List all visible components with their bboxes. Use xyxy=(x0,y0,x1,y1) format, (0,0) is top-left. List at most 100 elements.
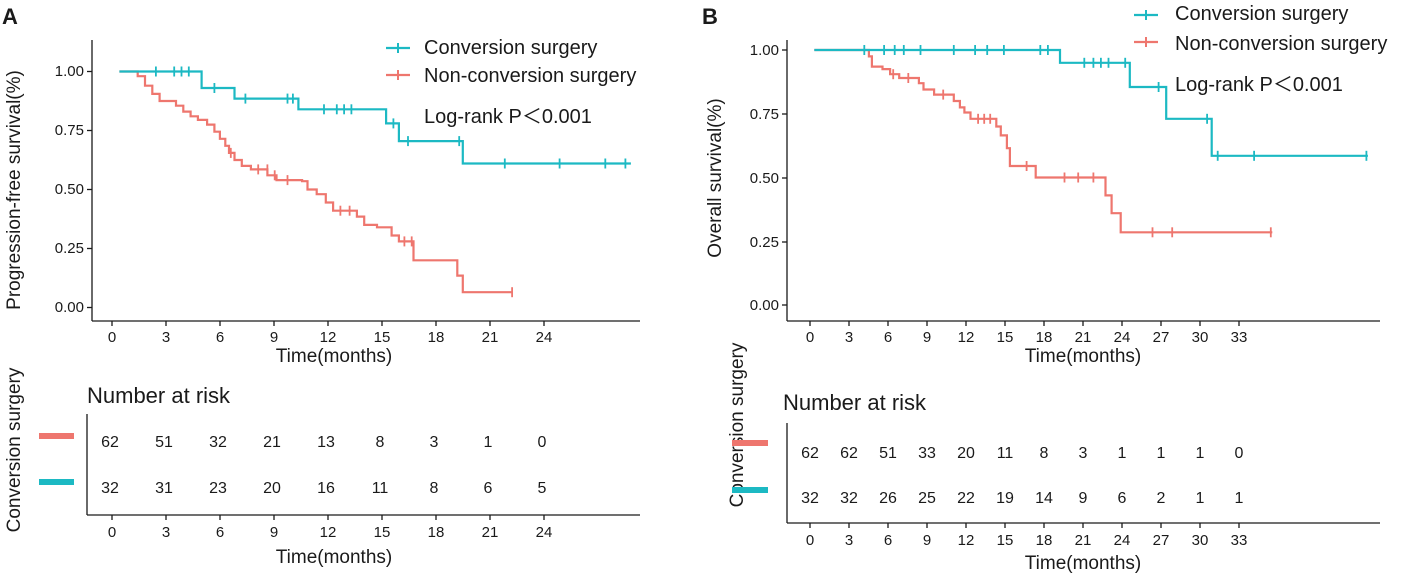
risk-count: 8 xyxy=(1040,445,1049,462)
panel-a-x-tick-label: 21 xyxy=(482,329,499,346)
risk-count: 1 xyxy=(1157,445,1166,462)
panel-a-x-tick-label: 3 xyxy=(162,329,170,346)
risk-count: 1 xyxy=(1235,490,1244,507)
legend-item-conversion: Conversion surgery xyxy=(1134,3,1348,25)
risk-count: 0 xyxy=(1235,445,1244,462)
survival-curve-non-conversion xyxy=(814,48,1273,234)
panel-a-y-axis-title: Progression-free survival(%) xyxy=(4,70,25,310)
risk-count: 6 xyxy=(1118,490,1127,507)
censor-marks-non-conversion xyxy=(892,69,1272,238)
risk-count: 32 xyxy=(101,480,119,497)
legend-item-non-conversion: Non-conversion surgery xyxy=(1134,33,1387,55)
risk-count: 32 xyxy=(209,434,227,451)
panel-b-x-tick-label: 3 xyxy=(845,329,853,346)
panel-b-y-ticks: 1.00 0.75 0.50 0.25 0.00 xyxy=(750,42,787,314)
survival-curve-non-conversion xyxy=(119,70,513,294)
risk-count: 26 xyxy=(879,490,897,507)
risk-count: 33 xyxy=(918,445,936,462)
risk-count: 14 xyxy=(1035,490,1053,507)
risk-x-tick-label: 12 xyxy=(958,532,975,549)
panel-b-x-axis-title: Time(months) xyxy=(1025,346,1141,367)
panel-a-plot: 1.00 0.75 0.50 0.25 0.00 0 3 6 9 xyxy=(4,37,640,367)
risk-x-tick-label: 18 xyxy=(1036,532,1053,549)
panel-b-x-tick-label: 9 xyxy=(923,329,931,346)
panel-b-y-tick-label: 1.00 xyxy=(750,42,779,59)
risk-count: 2 xyxy=(1157,490,1166,507)
risk-count: 3 xyxy=(430,434,439,451)
panel-a-x-tick-label: 12 xyxy=(320,329,337,346)
panel-b-x-tick-label: 12 xyxy=(958,329,975,346)
risk-x-tick-label: 15 xyxy=(374,524,391,541)
panel-b-y-tick-label: 0.00 xyxy=(750,297,779,314)
panel-b-log-rank-annotation: Log-rank P＜0.001 xyxy=(1175,74,1343,96)
risk-count: 1 xyxy=(1196,445,1205,462)
risk-x-tick-label: 6 xyxy=(216,524,224,541)
panel-b-risk-x-ticks: 0 3 6 9 12 15 18 21 24 27 30 33 xyxy=(806,523,1248,549)
risk-count: 6 xyxy=(484,480,493,497)
risk-x-tick-label: 24 xyxy=(1114,532,1131,549)
panel-b-x-tick-label: 30 xyxy=(1192,329,1209,346)
panel-a-x-tick-label: 0 xyxy=(108,329,116,346)
panel-a-risk-row-non-conversion: 62 51 32 21 13 8 3 1 0 xyxy=(101,434,546,451)
panel-a-x-tick-label: 18 xyxy=(428,329,445,346)
risk-x-tick-label: 3 xyxy=(162,524,170,541)
risk-count: 8 xyxy=(376,434,385,451)
risk-count: 11 xyxy=(372,480,389,497)
panel-b-x-tick-label: 21 xyxy=(1075,329,1092,346)
risk-count: 3 xyxy=(1079,445,1088,462)
panel-a: A 1.00 0.75 0.50 0.25 0.00 xyxy=(2,4,640,568)
censor-marks-conversion xyxy=(863,45,1368,161)
panel-b-y-axis-title: Overall survival(%) xyxy=(705,98,726,257)
panel-a-risk-x-ticks: 0 3 6 9 12 15 18 21 24 xyxy=(108,515,553,541)
risk-x-tick-label: 24 xyxy=(536,524,553,541)
risk-x-tick-label: 21 xyxy=(1075,532,1092,549)
panel-b-risk-x-axis-title: Time(months) xyxy=(1025,553,1141,574)
risk-count: 32 xyxy=(801,490,819,507)
risk-x-tick-label: 27 xyxy=(1153,532,1170,549)
risk-count: 62 xyxy=(101,434,119,451)
risk-count: 32 xyxy=(840,490,858,507)
panel-b: B 1.00 0.75 0.50 0.25 0.00 xyxy=(702,3,1387,574)
panel-a-legend: Conversion surgery Non-conversion surger… xyxy=(386,37,636,87)
panel-a-x-axis-title: Time(months) xyxy=(276,346,392,367)
panel-b-risk-row-non-conversion: 62 62 51 33 20 11 8 3 1 1 1 0 xyxy=(801,445,1243,462)
risk-count: 1 xyxy=(1118,445,1127,462)
risk-x-tick-label: 6 xyxy=(884,532,892,549)
panel-a-x-ticks: 0 3 6 9 12 15 18 21 24 xyxy=(108,321,553,346)
panel-a-risk-y-label: Conversion surgery xyxy=(4,367,25,532)
panel-a-y-tick-label: 0.75 xyxy=(55,122,84,139)
panel-b-x-tick-label: 33 xyxy=(1231,329,1248,346)
risk-count: 31 xyxy=(155,480,173,497)
panel-b-label: B xyxy=(702,4,718,29)
panel-b-legend: Conversion surgery Non-conversion surger… xyxy=(1134,3,1387,55)
risk-count: 51 xyxy=(155,434,173,451)
risk-count: 21 xyxy=(263,434,281,451)
panel-a-y-ticks: 1.00 0.75 0.50 0.25 0.00 xyxy=(55,63,92,316)
risk-count: 22 xyxy=(957,490,975,507)
panel-a-risk-table: Number at risk Conversion surgery 62 51 … xyxy=(4,367,640,568)
risk-x-tick-label: 15 xyxy=(997,532,1014,549)
risk-count: 9 xyxy=(1079,490,1088,507)
panel-a-risk-title: Number at risk xyxy=(87,383,231,408)
panel-a-x-tick-label: 9 xyxy=(270,329,278,346)
risk-x-tick-label: 33 xyxy=(1231,532,1248,549)
legend-label-non-conversion: Non-conversion surgery xyxy=(424,65,636,87)
risk-count: 62 xyxy=(840,445,858,462)
panel-b-risk-y-label: Conversion surgery xyxy=(727,342,748,507)
risk-count: 5 xyxy=(538,480,547,497)
legend-label-conversion: Conversion surgery xyxy=(1175,3,1348,25)
risk-x-tick-label: 0 xyxy=(806,532,814,549)
risk-count: 62 xyxy=(801,445,819,462)
risk-x-tick-label: 30 xyxy=(1192,532,1209,549)
censor-marks-conversion xyxy=(154,66,627,169)
panel-a-y-tick-label: 0.50 xyxy=(55,181,84,198)
censor-marks-non-conversion xyxy=(229,147,513,298)
panel-b-x-tick-label: 0 xyxy=(806,329,814,346)
risk-x-tick-label: 18 xyxy=(428,524,445,541)
panel-a-y-tick-label: 1.00 xyxy=(55,63,84,80)
risk-x-tick-label: 9 xyxy=(270,524,278,541)
panel-b-plot: 1.00 0.75 0.50 0.25 0.00 0 3 xyxy=(705,3,1387,367)
panel-a-x-tick-label: 24 xyxy=(536,329,553,346)
panel-b-x-tick-label: 18 xyxy=(1036,329,1053,346)
